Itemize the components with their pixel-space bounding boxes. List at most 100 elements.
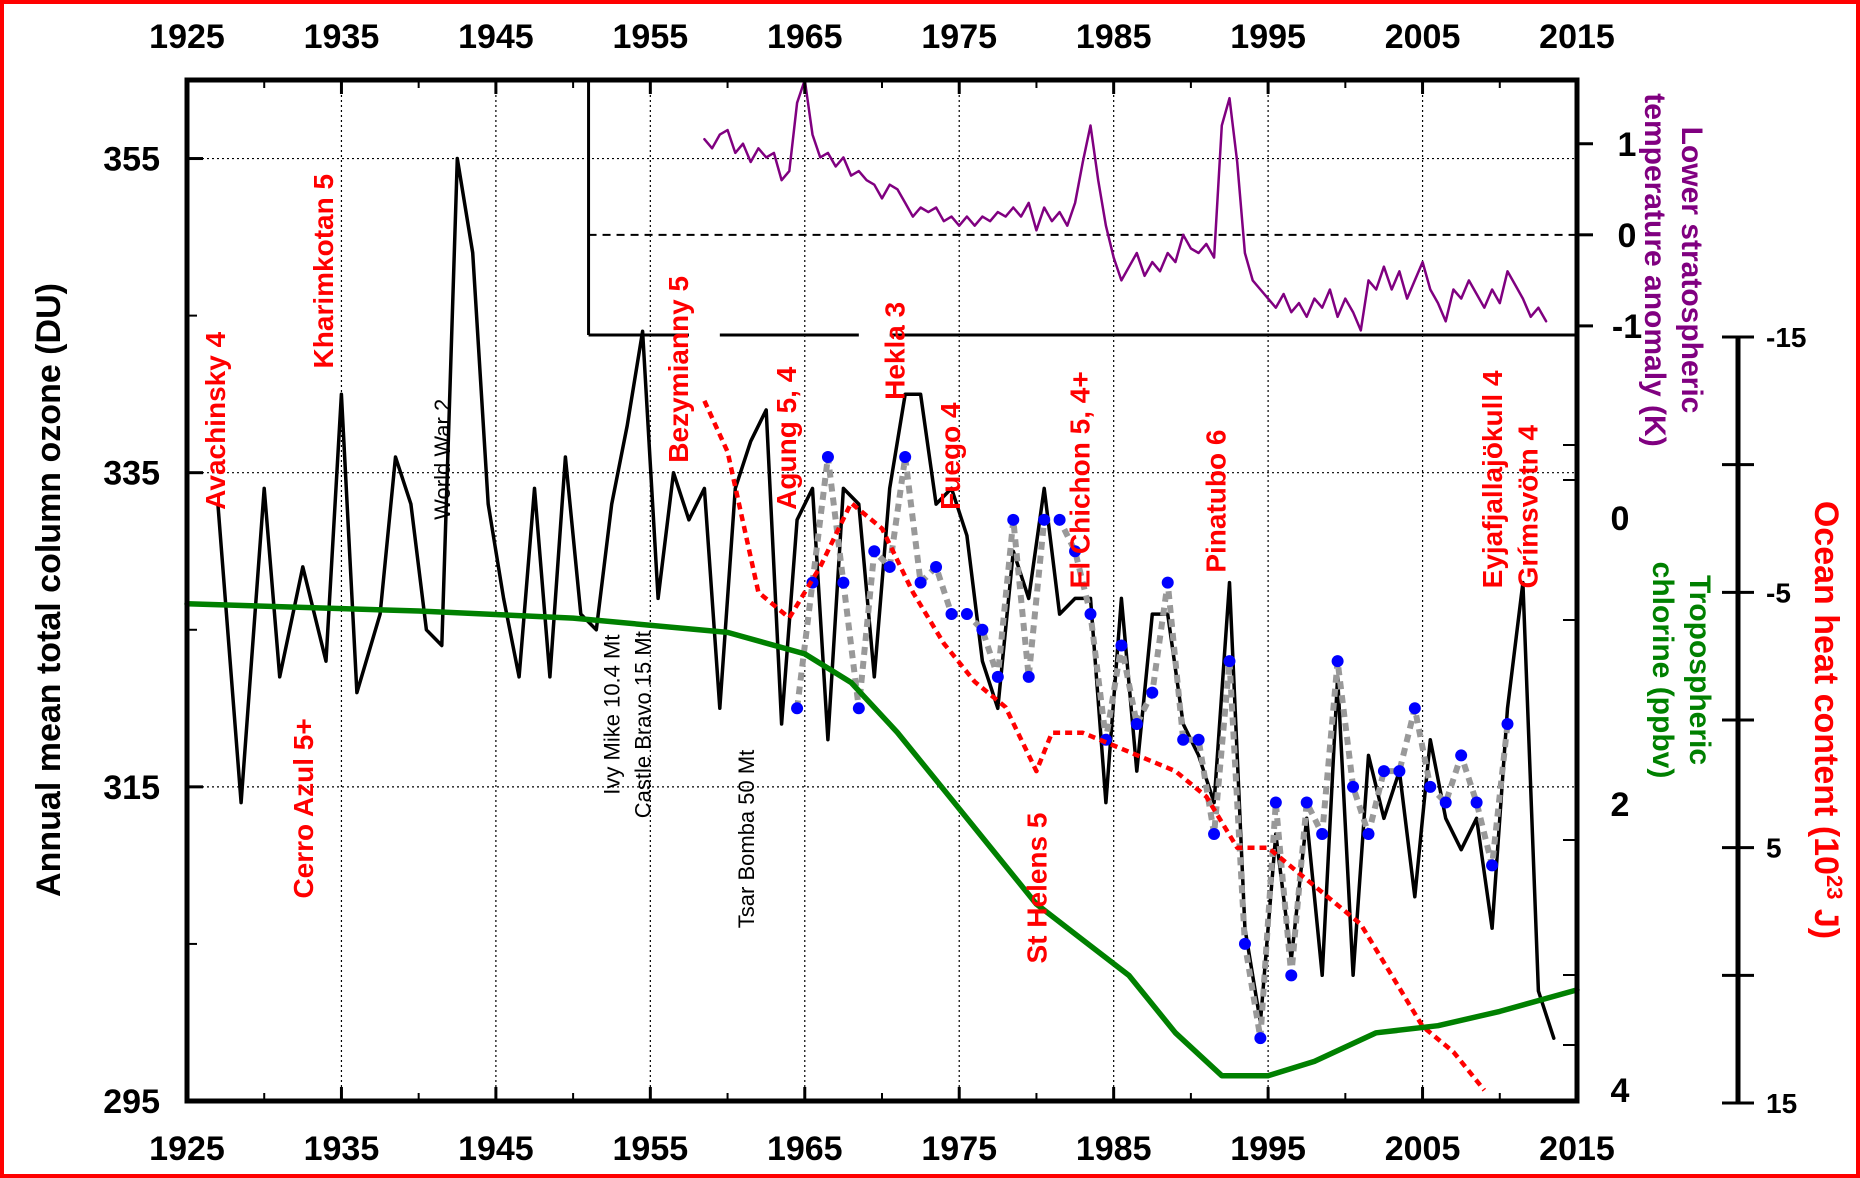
data-point bbox=[1377, 765, 1390, 778]
x-tick-label-top: 1995 bbox=[1230, 18, 1306, 56]
chlorine-tick-label: 0 bbox=[1611, 500, 1630, 538]
x-tick-label-bottom: 1945 bbox=[458, 1130, 534, 1168]
data-point bbox=[1331, 655, 1344, 668]
data-point bbox=[1161, 576, 1174, 589]
data-point bbox=[1316, 827, 1329, 840]
data-point bbox=[1393, 765, 1406, 778]
x-tick-label-top: 1945 bbox=[458, 18, 534, 56]
ozone-tick-label: 355 bbox=[103, 141, 160, 179]
temp-tick-label: -1 bbox=[1612, 308, 1642, 346]
volcano-label: El Chichon 5, 4+ bbox=[1065, 371, 1096, 588]
series-layer bbox=[184, 78, 1580, 1092]
data-point bbox=[1146, 686, 1159, 699]
label-layer: Avachinsky 4 Kharimkotan 5 Cerro Azul 5+ Be… bbox=[200, 174, 1544, 964]
data-point bbox=[1470, 796, 1483, 809]
chlorine-tick-label: 2 bbox=[1611, 786, 1630, 824]
temp-axis-title-line1: Lower stratospheric bbox=[1675, 127, 1708, 414]
data-point bbox=[1424, 780, 1437, 793]
ocean-heat-tick-label: 15 bbox=[1766, 1088, 1797, 1119]
x-tick-label-bottom: 1975 bbox=[921, 1130, 997, 1168]
data-point bbox=[1238, 937, 1251, 950]
data-point bbox=[868, 545, 881, 558]
ozone-axis-title: Annual mean total column ozone (DU) bbox=[30, 283, 68, 897]
volcano-label: Avachinsky 4 bbox=[200, 331, 231, 509]
data-point bbox=[991, 670, 1004, 683]
series-line-chlorine-3 bbox=[184, 601, 1580, 1079]
data-point bbox=[960, 608, 973, 621]
volcano-label: Eyjafjallajökull 4 bbox=[1477, 370, 1508, 588]
data-point bbox=[930, 560, 943, 573]
ozone-tick-label: 315 bbox=[103, 769, 160, 807]
volcano-label: Hekla 3 bbox=[879, 302, 910, 400]
data-point bbox=[791, 702, 804, 715]
ocean-heat-tick-label: -5 bbox=[1766, 577, 1791, 608]
data-point bbox=[1069, 545, 1082, 558]
x-tick-label-top: 1955 bbox=[613, 18, 689, 56]
x-tick-label-top: 1925 bbox=[149, 18, 225, 56]
x-tick-label-bottom: 1985 bbox=[1076, 1130, 1152, 1168]
data-point bbox=[1053, 513, 1066, 526]
volcano-label: Bezymianny 5 bbox=[663, 276, 694, 463]
data-point bbox=[1038, 513, 1051, 526]
data-point bbox=[1285, 969, 1298, 982]
data-point bbox=[1439, 796, 1452, 809]
x-tick-label-top: 1935 bbox=[304, 18, 380, 56]
event-label: Tsar Bomba 50 Mt bbox=[734, 750, 759, 929]
data-point bbox=[1501, 718, 1514, 731]
chlorine-tick-label: 4 bbox=[1611, 1072, 1630, 1110]
data-point bbox=[852, 702, 865, 715]
data-point bbox=[1007, 513, 1020, 526]
x-tick-label-bottom: 1995 bbox=[1230, 1130, 1306, 1168]
data-point bbox=[1022, 670, 1035, 683]
x-tick-label-top: 1965 bbox=[767, 18, 843, 56]
x-tick-label-top: 2015 bbox=[1539, 18, 1615, 56]
series-line-ozone-1 bbox=[794, 454, 1511, 1042]
data-point bbox=[1115, 639, 1128, 652]
ocean-heat-tick-label: 5 bbox=[1766, 833, 1782, 864]
ocean-heat-axis-title: Ocean heat content (1023 J) bbox=[1807, 501, 1847, 939]
x-tick-label-bottom: 1955 bbox=[613, 1130, 689, 1168]
ozone-tick-label: 335 bbox=[103, 455, 160, 493]
data-point bbox=[883, 560, 896, 573]
series-line-ocean_heat-2 bbox=[702, 399, 1487, 1092]
temp-tick-label: 0 bbox=[1618, 217, 1637, 255]
x-tick-label-bottom: 2015 bbox=[1539, 1130, 1615, 1168]
x-tick-label-bottom: 2005 bbox=[1385, 1130, 1461, 1168]
volcano-label: Agung 5, 4 bbox=[771, 366, 802, 510]
temp-tick-label: 1 bbox=[1618, 126, 1637, 164]
data-point bbox=[1269, 796, 1282, 809]
data-point bbox=[1192, 733, 1205, 746]
data-point bbox=[945, 608, 958, 621]
event-label: Ivy Mike 10.4 Mt bbox=[600, 635, 625, 795]
series-line-strat_temp-4 bbox=[703, 78, 1548, 332]
data-point bbox=[821, 450, 834, 463]
data-point bbox=[1362, 827, 1375, 840]
data-point bbox=[1254, 1032, 1267, 1045]
x-tick-label-top: 1975 bbox=[921, 18, 997, 56]
x-tick-label-bottom: 1935 bbox=[304, 1130, 380, 1168]
x-tick-label-bottom: 1965 bbox=[767, 1130, 843, 1168]
axes-layer: 1925 1925 1935 1935 1945 1945 1955 1955 1965 1965… bbox=[30, 18, 1847, 1168]
data-point bbox=[914, 576, 927, 589]
data-point bbox=[1486, 859, 1499, 872]
series-line-ozone-0 bbox=[216, 156, 1556, 1040]
event-label: Castle Bravo 15 Mt bbox=[631, 631, 656, 818]
data-point bbox=[1408, 702, 1421, 715]
data-point bbox=[1208, 827, 1221, 840]
data-point bbox=[976, 623, 989, 636]
volcano-label: Fuego 4 bbox=[935, 402, 966, 510]
data-point bbox=[1223, 655, 1236, 668]
volcano-label: Pinatubo 6 bbox=[1201, 430, 1232, 573]
data-point bbox=[899, 450, 912, 463]
data-point bbox=[1084, 608, 1097, 621]
data-point bbox=[1300, 796, 1313, 809]
grid bbox=[187, 80, 1577, 1101]
data-point bbox=[1177, 733, 1190, 746]
x-tick-label-top: 2005 bbox=[1385, 18, 1461, 56]
data-point bbox=[837, 576, 850, 589]
x-tick-label-top: 1985 bbox=[1076, 18, 1152, 56]
data-point bbox=[1130, 718, 1143, 731]
chlorine-axis-title-line2: chlorine (ppbv) bbox=[1646, 562, 1679, 779]
